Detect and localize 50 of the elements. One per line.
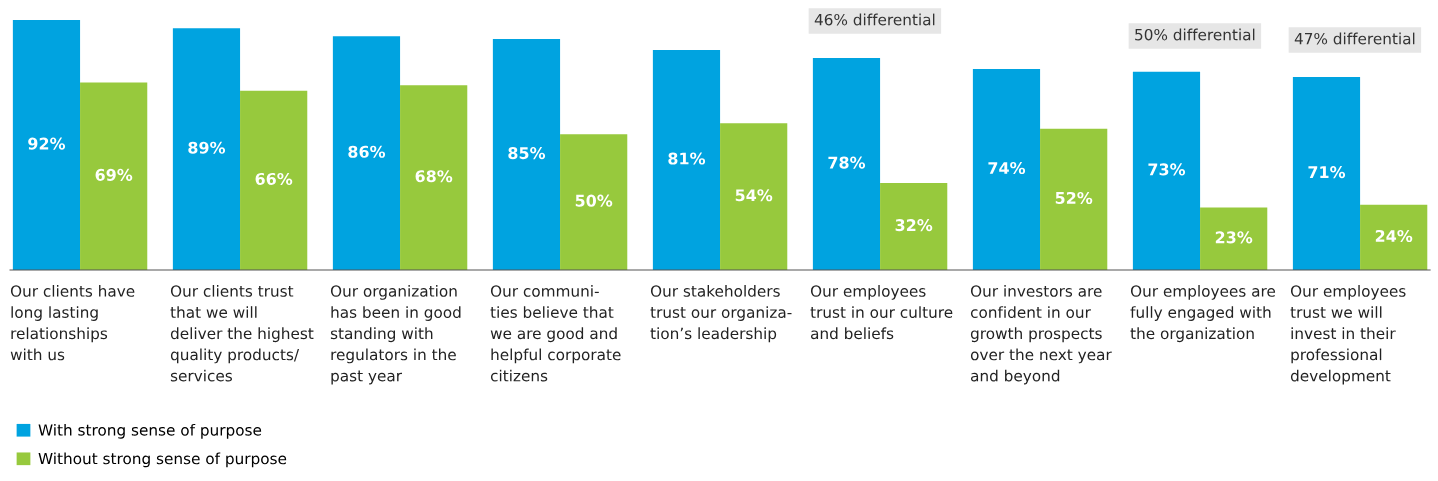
x-tick-label: Our clients have long lasting relationships with us xyxy=(10,285,135,361)
data-label: 85% xyxy=(508,147,546,160)
bar xyxy=(1360,204,1428,270)
bar xyxy=(1040,128,1108,270)
data-label: 69% xyxy=(95,168,133,181)
bar xyxy=(80,82,148,270)
bar xyxy=(12,20,81,270)
bar xyxy=(332,36,401,270)
bar xyxy=(240,90,308,270)
bar xyxy=(172,28,241,270)
data-label: 78% xyxy=(828,156,866,169)
x-tick-label: Our employees are fully engaged with the organization xyxy=(1130,285,1276,343)
data-label: 92% xyxy=(28,137,66,150)
x-tick-label: Our communi- ties believe that we are good and helpful corporate citizens xyxy=(490,285,621,382)
annotation: 46% differential xyxy=(814,13,935,26)
x-tick-label: Our employees trust we will invest in their professional development xyxy=(1290,285,1406,385)
legend-label: With strong sense of purpose xyxy=(38,423,262,439)
bar xyxy=(560,134,628,270)
data-label: 89% xyxy=(188,141,226,154)
data-label: 23% xyxy=(1215,231,1253,244)
data-label: 66% xyxy=(255,172,293,185)
bar xyxy=(400,85,468,270)
bar xyxy=(652,49,721,270)
bar xyxy=(720,123,788,270)
annotation: 47% differential xyxy=(1294,32,1415,45)
data-label: 71% xyxy=(1308,166,1346,179)
data-label: 74% xyxy=(988,162,1026,175)
data-label: 50% xyxy=(575,194,613,207)
x-tick-label: Our investors are confident in our growth prospects over the next year and beyond xyxy=(970,285,1112,385)
bar xyxy=(1200,207,1268,270)
bar xyxy=(1292,77,1361,270)
bar xyxy=(972,68,1041,270)
data-label: 32% xyxy=(895,219,933,232)
data-label: 68% xyxy=(415,170,453,183)
data-label: 86% xyxy=(348,145,386,158)
data-label: 54% xyxy=(735,189,773,202)
data-label: 52% xyxy=(1055,191,1093,204)
bar xyxy=(880,183,948,270)
x-tick-label: Our stakeholders trust our organiza- tion’s leadership xyxy=(650,285,792,343)
data-label: 81% xyxy=(668,152,706,165)
x-tick-label: Our organization has been in good standing with regulators in the past year xyxy=(330,285,461,385)
data-label: 24% xyxy=(1375,229,1413,243)
bar xyxy=(1132,71,1201,270)
x-tick-label: Our employees trust in our culture and beliefs xyxy=(810,285,953,340)
bar xyxy=(812,58,881,270)
bar xyxy=(492,39,561,270)
annotation: 50% differential xyxy=(1135,28,1255,41)
legend-label: Without strong sense of purpose xyxy=(38,452,287,468)
data-label: 73% xyxy=(1148,163,1186,176)
x-tick-label: Our clients trust that we will deliver the highest quality products/ services xyxy=(170,285,314,382)
